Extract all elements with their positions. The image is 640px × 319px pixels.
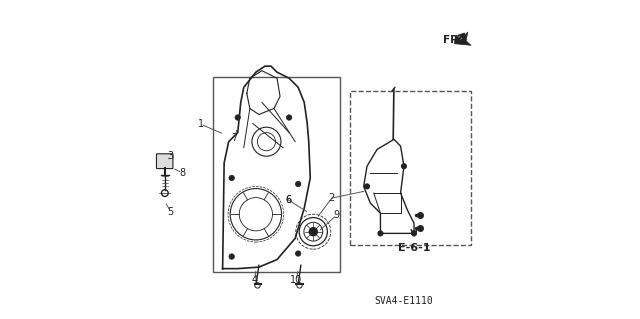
Text: 5: 5 <box>168 206 173 217</box>
Bar <box>350 91 471 245</box>
Circle shape <box>378 231 383 236</box>
Circle shape <box>401 164 406 168</box>
Circle shape <box>286 115 292 120</box>
Text: 8: 8 <box>179 168 186 178</box>
Text: 9: 9 <box>333 210 340 220</box>
Text: FR.: FR. <box>443 35 462 45</box>
Circle shape <box>296 251 301 256</box>
Circle shape <box>412 231 417 236</box>
Text: 7: 7 <box>231 133 237 143</box>
Text: 1: 1 <box>198 119 204 129</box>
Circle shape <box>309 228 317 236</box>
Text: 4: 4 <box>252 275 257 286</box>
Circle shape <box>229 175 234 181</box>
Text: SVA4-E1110: SVA4-E1110 <box>374 295 433 306</box>
Circle shape <box>365 184 369 189</box>
Text: E-6-1: E-6-1 <box>398 243 430 254</box>
Polygon shape <box>454 32 471 45</box>
Text: 6: 6 <box>285 195 291 205</box>
Bar <box>212 77 340 272</box>
Text: 3: 3 <box>168 151 173 161</box>
Text: 6: 6 <box>285 195 291 205</box>
FancyBboxPatch shape <box>156 154 173 168</box>
Circle shape <box>296 181 301 187</box>
Text: 2: 2 <box>328 193 335 203</box>
Text: 10: 10 <box>291 275 303 286</box>
Circle shape <box>229 254 234 259</box>
Circle shape <box>235 115 241 120</box>
